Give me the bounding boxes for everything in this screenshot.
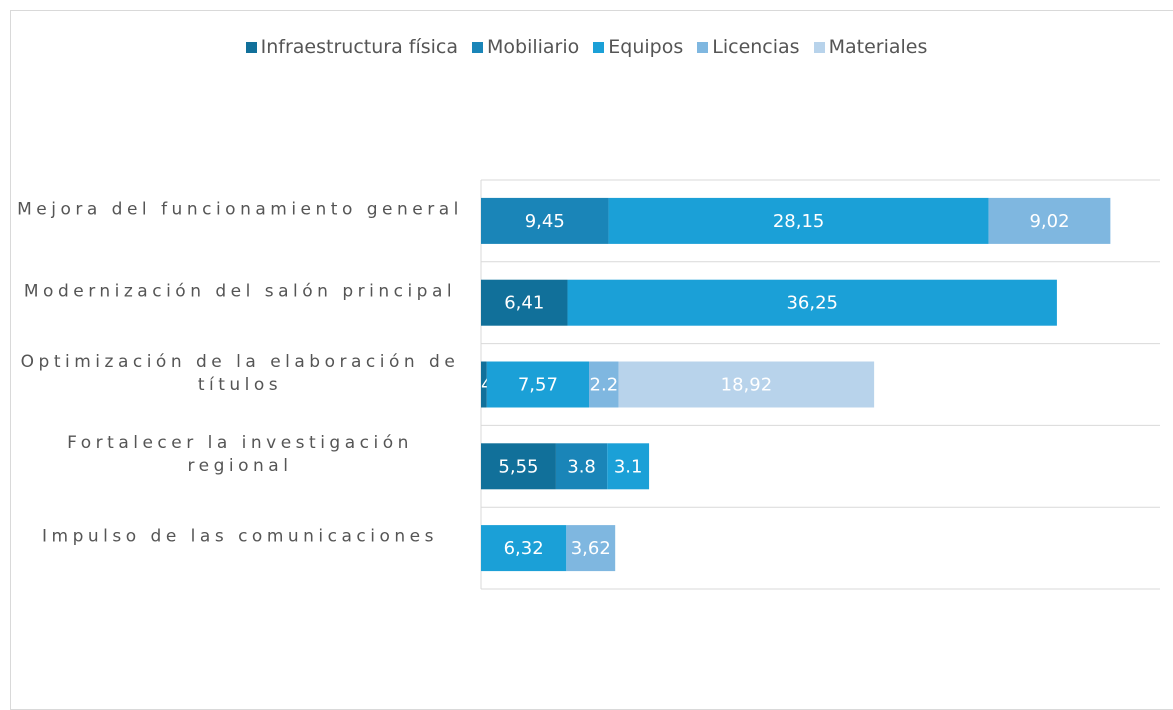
legend-swatch <box>245 41 257 53</box>
category-label: Modernización del salón principal <box>23 281 457 302</box>
category-label: Mejora del funcionamiento general <box>17 199 463 220</box>
legend-label: Materiales <box>828 36 928 58</box>
data-label: 3.1 <box>614 456 643 477</box>
data-label: 18,92 <box>721 375 773 396</box>
bar-segment <box>988 197 1111 244</box>
bar-segment <box>607 443 650 490</box>
data-label: 2.2 <box>590 375 619 396</box>
bar-segment <box>481 443 556 490</box>
legend-swatch <box>813 41 825 53</box>
legend-item: Materiales <box>813 36 928 58</box>
legend-label: Equipos <box>608 36 684 58</box>
bar-segment <box>481 525 567 572</box>
category-label: Optimización de la elaboración de título… <box>20 351 460 395</box>
bar-segment <box>567 279 1057 326</box>
data-label: 6,32 <box>504 538 544 559</box>
legend: Infraestructura física Mobiliario Equipos L… <box>0 36 1173 58</box>
category-label: Fortalecer la investigación regional <box>67 433 413 477</box>
legend-swatch <box>593 41 605 53</box>
legend-item: Mobiliario <box>472 36 579 58</box>
legend-item: Infraestructura física <box>245 36 458 58</box>
data-label: 9,45 <box>525 211 565 232</box>
legend-swatch <box>697 41 709 53</box>
data-label: 3.8 <box>567 456 596 477</box>
bar-segment <box>566 525 616 572</box>
data-label: 28,15 <box>773 211 825 232</box>
legend-item: Equipos <box>593 36 683 58</box>
bar-segment <box>481 197 609 244</box>
bar-segment <box>618 361 875 408</box>
data-label: 9,02 <box>1029 211 1069 232</box>
data-label: 36,25 <box>786 293 838 314</box>
legend-item: Licencias <box>697 36 800 58</box>
legend-label: Licencias <box>712 36 800 58</box>
data-label: 7,57 <box>518 375 558 396</box>
data-label: 5,55 <box>498 456 538 477</box>
bar-segment <box>481 361 487 408</box>
bar-segment <box>608 197 989 244</box>
legend-label: Infraestructura física <box>260 36 458 58</box>
bar-segment <box>589 361 619 408</box>
legend-label: Mobiliario <box>487 36 580 58</box>
bar-segment <box>481 279 568 326</box>
legend-swatch <box>472 41 483 53</box>
bar-segment <box>555 443 608 490</box>
data-label: 3,62 <box>571 538 611 559</box>
category-label: Impulso de las comunicaciones <box>42 526 438 547</box>
data-label: 6,41 <box>504 293 544 314</box>
bar-segment <box>486 361 589 408</box>
